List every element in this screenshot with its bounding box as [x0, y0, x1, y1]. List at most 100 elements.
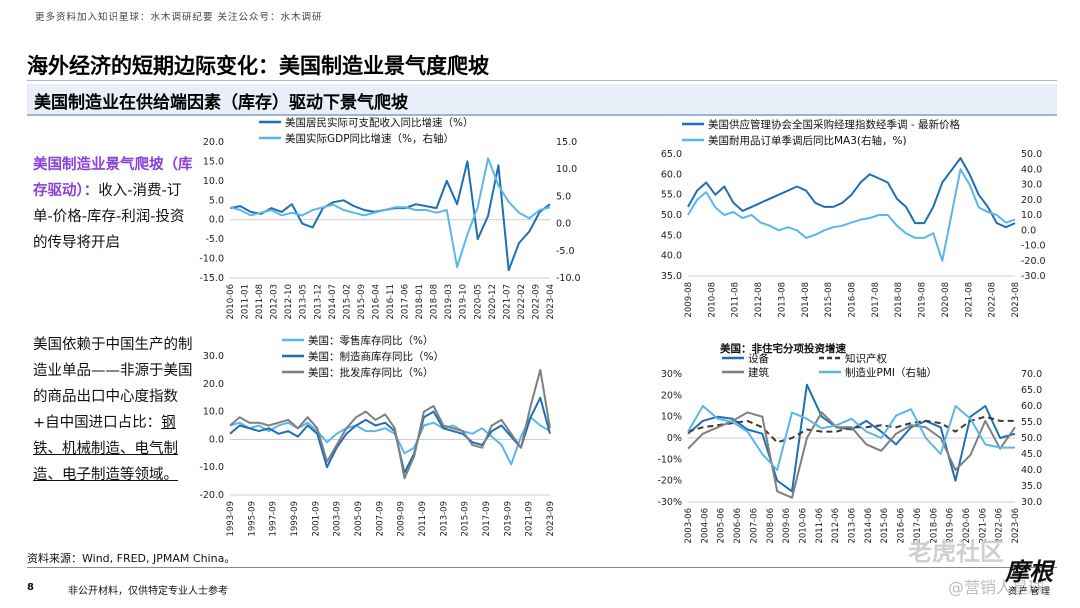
legend-label: 美国居民实际可支配收入同比增速（%）: [285, 116, 473, 129]
x-tick-label: 2013-12: [313, 284, 323, 320]
x-tick-label: 2010-06: [798, 508, 808, 544]
y-tick-label: 30%: [661, 369, 682, 380]
x-tick-label: 2013-05: [299, 284, 309, 320]
chart-title: 美国：非住宅分项投资增速: [720, 342, 846, 355]
x-tick-label: 2015-09: [461, 501, 471, 537]
body-text: 收入-消费-订单-价格-库存-利润-投资的传导将开启: [33, 183, 185, 251]
legend-label: 美国：制造商库存同比（%）: [308, 350, 444, 363]
y-tick-label: -15.0: [199, 273, 224, 284]
x-tick-label: 2016-04: [371, 284, 381, 320]
y2-tick-label: 65.0: [1021, 385, 1042, 396]
x-tick-label: 2022-02: [517, 284, 527, 320]
series-line: [229, 368, 551, 480]
legend-label: 知识产权: [845, 352, 887, 365]
subtitle: 美国制造业在供给端因素（库存）驱动下景气爬坡: [34, 93, 408, 113]
x-tick-label: 2003-06: [684, 508, 694, 544]
watermark-user: @营销人星球: [948, 578, 1045, 597]
x-tick-label: 2008-06: [766, 508, 776, 544]
y2-tick-label: -10.0: [556, 273, 581, 284]
top-note: 更多资料加入知识星球：水木调研纪要 关注公众号：水木调研: [35, 12, 323, 23]
x-tick-label: 2019-10: [459, 284, 469, 320]
series-line: [687, 405, 1015, 471]
y-tick-label: 30.0: [203, 351, 224, 362]
x-tick-label: 2016-08: [848, 282, 858, 318]
source-note: 资料来源：Wind, FRED, JPMAM China。: [27, 552, 236, 565]
y2-tick-label: 35.0: [1021, 481, 1042, 492]
x-tick-label: 2017-06: [913, 508, 923, 544]
series-line: [229, 157, 551, 269]
legend-label: 美国：零售库存同比（%）: [308, 334, 433, 347]
text-block-manufacturing: 美国制造业景气爬坡（库存驱动）：收入-消费-订单-价格-库存-利润-投资的传导将…: [33, 152, 193, 256]
y-tick-label: 55.0: [661, 190, 682, 201]
x-tick-label: 2022-08: [988, 282, 998, 318]
x-tick-label: 2003-09: [333, 501, 343, 537]
brand-logo: 摩根: [1005, 557, 1053, 586]
x-tick-label: 2019-06: [946, 508, 956, 544]
legend-label: 美国：批发库存同比（%）: [308, 366, 433, 379]
chart-nonresidential-investment: 30% 20% 10% 0% -10% -20% -30% 70.0 65.0 60.0 55.0 5…: [657, 342, 1042, 544]
brand-logo-sub: 资产管理: [1008, 587, 1053, 597]
y2-tick-label: 0.0: [556, 219, 571, 230]
x-tick-label: 2015-02: [342, 284, 352, 320]
y-tick-label: 0%: [667, 433, 682, 444]
x-tick-label: 2016-11: [386, 284, 396, 320]
subtitle-bar: [27, 84, 1057, 116]
x-tick-label: 2011-06: [815, 508, 825, 544]
series-line: [687, 157, 1016, 229]
x-tick-label: 2021-06: [978, 508, 988, 544]
y-tick-label: 40.0: [661, 251, 682, 262]
x-tick-label: 1999-09: [290, 501, 300, 537]
series-line: [687, 411, 1016, 499]
x-tick-label: 2005-06: [717, 508, 727, 544]
x-tick-label: 2016-06: [897, 508, 907, 544]
x-tick-label: 2011-08: [255, 284, 265, 320]
y-tick-label: 0.0: [209, 434, 224, 445]
x-tick-label: 2021-07: [502, 284, 512, 320]
y-tick-label: 0.0: [209, 215, 224, 226]
x-tick-label: 2015-08: [824, 282, 834, 318]
x-tick-label: 2020-05: [473, 284, 483, 320]
x-tick-label: 1995-09: [247, 501, 257, 537]
x-tick-label: 2017-09: [482, 501, 492, 537]
disclaimer: 非公开材料，仅供特定专业人士参考: [68, 586, 228, 597]
series-line: [229, 396, 551, 474]
x-tick-label: 2012-10: [284, 284, 294, 320]
legend-label: 设备: [748, 352, 769, 365]
x-tick-label: 2012-08: [754, 282, 764, 318]
series-line: [229, 160, 551, 272]
x-tick-label: 1997-09: [269, 501, 279, 537]
y-tick-label: -30%: [657, 497, 682, 508]
y-tick-label: -10.0: [199, 462, 224, 473]
y-tick-label: -5.0: [205, 234, 224, 245]
y-tick-label: 35.0: [661, 271, 682, 282]
chart-ism-durable-orders: 65.0 60.0 55.0 50.0 45.0 40.0 35.0 50.0 40.0 30.0…: [661, 118, 1046, 318]
x-tick-label: 2010-06: [226, 284, 236, 320]
y-tick-label: 10%: [661, 412, 682, 423]
x-tick-label: 2014-07: [328, 284, 338, 320]
watermark-site: 老虎社区: [908, 538, 1004, 566]
y2-tick-label: 50.0: [1021, 149, 1042, 160]
x-tick-label: 2018-08: [430, 284, 440, 320]
series-line: [229, 416, 551, 466]
x-tick-label: 2014-06: [864, 508, 874, 544]
body-text: 美国依赖于中国生产的制造业单品——非源于美国的商品出口中心度指数+自中国进口占比…: [33, 337, 193, 431]
y2-tick-label: 50.0: [1021, 433, 1042, 444]
y-tick-label: 60.0: [661, 169, 682, 180]
x-tick-label: 2012-03: [270, 284, 280, 320]
x-tick-label: 2014-08: [801, 282, 811, 318]
page-number: 8: [27, 582, 34, 593]
y2-tick-label: -5.0: [556, 246, 575, 257]
series-line: [687, 168, 1016, 262]
y2-tick-label: 40.0: [1021, 465, 1042, 476]
x-tick-label: 2018-06: [929, 508, 939, 544]
x-tick-label: 2005-09: [354, 501, 364, 537]
x-tick-label: 2019-09: [503, 501, 513, 537]
y2-tick-label: -30.0: [1021, 271, 1046, 282]
underlined-text: 钢铁、机械制造、电气制造、电子制造等领域。: [33, 415, 178, 483]
x-tick-label: 2009-09: [397, 501, 407, 537]
x-tick-label: 2004-06: [700, 508, 710, 544]
x-tick-label: 2023-06: [1011, 508, 1021, 544]
y-tick-label: 20%: [661, 390, 682, 401]
x-tick-label: 2011-01: [241, 284, 251, 320]
